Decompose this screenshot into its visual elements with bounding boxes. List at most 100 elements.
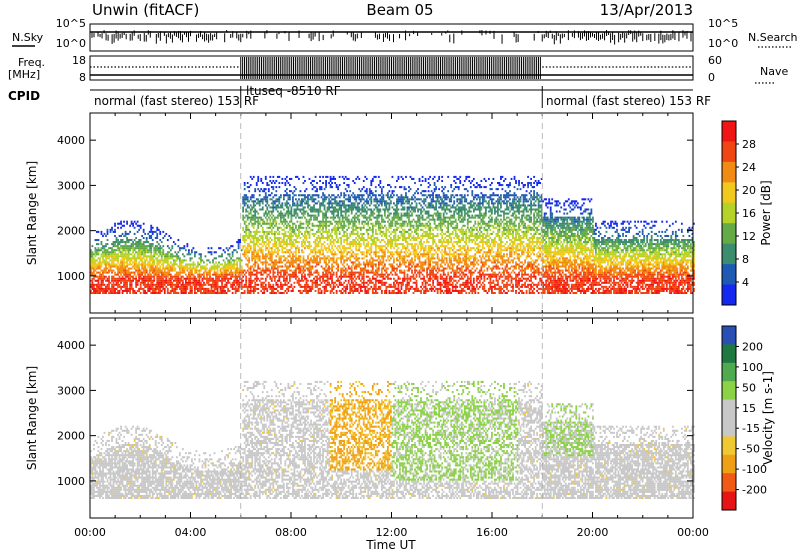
power-cell — [261, 206, 264, 209]
power-cell — [114, 230, 116, 233]
power-cell — [308, 232, 311, 235]
power-cell — [96, 265, 98, 268]
power-cell — [292, 287, 294, 290]
power-cell — [263, 281, 266, 284]
power-cell — [221, 271, 223, 274]
power-cell — [273, 249, 276, 252]
power-cell — [260, 179, 263, 183]
power-cell — [337, 267, 340, 270]
power-cell — [379, 241, 382, 244]
power-cell — [243, 255, 246, 258]
power-cell — [156, 277, 159, 280]
power-cell — [353, 214, 356, 217]
power-cell — [156, 241, 159, 244]
power-cell — [254, 208, 257, 211]
power-cell — [189, 287, 192, 290]
power-cell — [251, 214, 254, 217]
power-cell — [156, 285, 159, 288]
power-cell — [96, 271, 98, 274]
power-cell — [194, 263, 196, 266]
power-cell — [108, 277, 110, 280]
power-cell — [263, 214, 266, 217]
power-cell — [255, 257, 258, 260]
power-cell — [112, 255, 115, 258]
power-cell — [221, 275, 223, 278]
power-cell — [317, 228, 320, 231]
power-cell — [162, 249, 165, 252]
power-cell — [114, 234, 116, 237]
power-cell — [192, 275, 195, 278]
power-cell — [287, 222, 290, 225]
power-cell — [212, 281, 214, 284]
power-cell — [144, 232, 147, 235]
power-cell — [90, 265, 92, 268]
power-cell — [96, 253, 98, 256]
power-cell — [209, 277, 211, 280]
power-cell — [233, 267, 236, 270]
power-cell — [364, 175, 367, 178]
power-cell — [257, 291, 260, 294]
power-cell — [124, 265, 127, 268]
power-cell — [284, 214, 287, 217]
power-cell — [308, 241, 311, 244]
power-cell — [136, 271, 139, 274]
power-cell — [326, 216, 329, 219]
power-cell — [301, 204, 303, 207]
power-cell — [187, 275, 190, 278]
power-cell — [151, 243, 154, 246]
power-cell — [159, 259, 162, 262]
power-cell — [204, 283, 207, 286]
power-cell — [111, 287, 113, 290]
power-cell — [94, 253, 97, 256]
power-cell — [183, 255, 186, 258]
power-cell — [264, 267, 267, 270]
power-cell — [287, 289, 290, 292]
power-cell — [228, 267, 231, 270]
power-cell — [207, 287, 210, 290]
power-cell — [279, 245, 282, 248]
power-cell — [242, 200, 245, 203]
power-cell — [270, 265, 273, 268]
power-cell — [126, 232, 128, 235]
power-cell — [114, 287, 116, 290]
power-cell — [288, 198, 291, 201]
power-cell — [97, 239, 100, 242]
power-cell — [270, 249, 273, 252]
power-cell — [130, 257, 133, 260]
power-cell — [323, 204, 326, 207]
power-cell — [191, 287, 193, 290]
power-cell — [91, 277, 94, 280]
power-cell — [263, 285, 266, 288]
power-cell — [213, 257, 216, 260]
power-cell — [144, 289, 147, 292]
power-cell — [287, 230, 290, 233]
power-cell — [91, 283, 94, 286]
power-cell — [281, 239, 284, 242]
power-cell — [203, 265, 205, 268]
power-cell — [210, 251, 213, 254]
power-cell — [112, 243, 115, 246]
power-cell — [249, 230, 252, 233]
power-cell — [124, 277, 127, 280]
power-cell — [344, 289, 347, 292]
power-cell — [181, 253, 184, 256]
power-cell — [130, 245, 133, 248]
power-cell — [273, 261, 276, 264]
power-cell — [353, 182, 356, 185]
power-cell — [257, 257, 260, 260]
power-cell — [326, 279, 329, 282]
power-cell — [159, 291, 162, 294]
power-cell — [252, 234, 255, 237]
power-cell — [153, 253, 156, 256]
power-cell — [123, 234, 125, 237]
power-cell — [175, 253, 178, 256]
power-cell — [210, 253, 213, 256]
power-cell — [380, 190, 383, 193]
power-cell — [246, 251, 249, 254]
power-cell — [255, 269, 258, 272]
freq-tick-top: 18 — [72, 54, 86, 67]
power-cell — [243, 283, 246, 286]
power-cell — [139, 275, 142, 278]
power-cell — [133, 263, 136, 266]
power-cell — [261, 220, 264, 223]
